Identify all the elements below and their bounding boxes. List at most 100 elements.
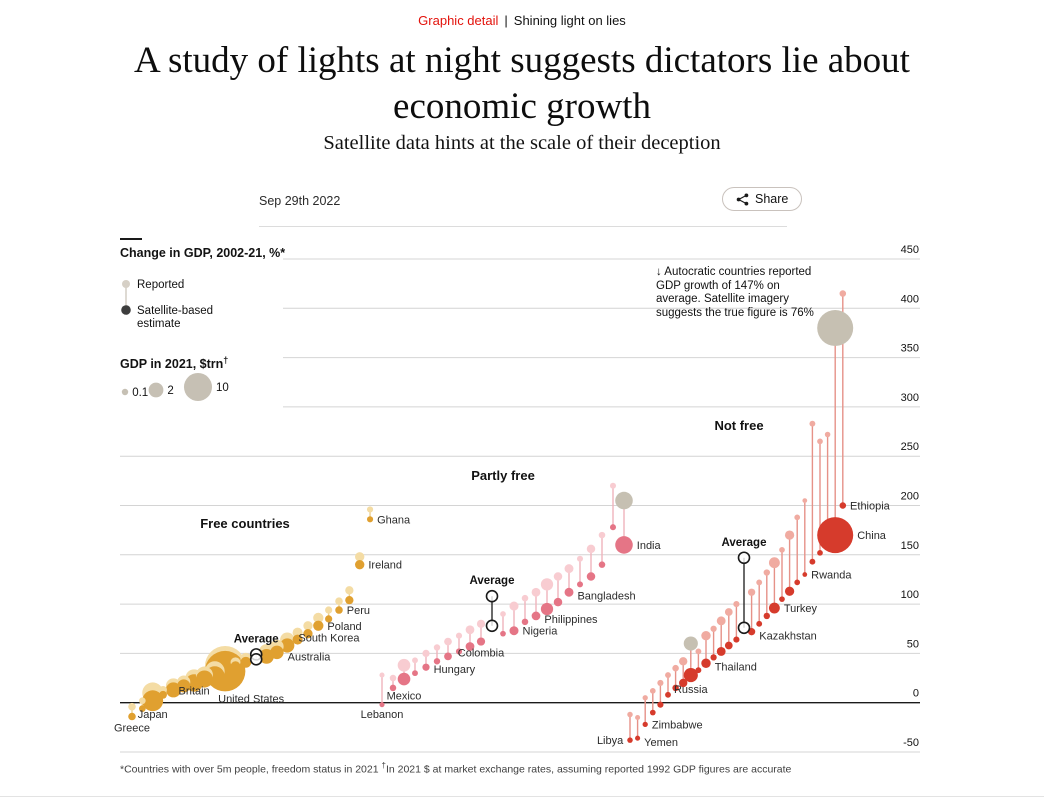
reported-dot	[763, 569, 771, 576]
satellite-dot	[325, 615, 333, 623]
satellite-dot	[553, 597, 563, 607]
reported-dot	[615, 491, 633, 510]
satellite-dot	[240, 656, 252, 668]
satellite-dot	[521, 618, 529, 626]
y-tick-label: 100	[901, 589, 919, 601]
legend-satellite-label: Satellite-based	[137, 305, 213, 317]
satellite-dot	[672, 684, 679, 692]
satellite-dot	[379, 702, 385, 708]
satellite-dot	[683, 668, 698, 683]
country-label: Hungary	[434, 664, 476, 676]
legend-satellite-label2: estimate	[137, 318, 180, 330]
satellite-dot	[609, 524, 617, 531]
satellite-dot	[500, 630, 506, 637]
satellite-dot	[455, 648, 463, 655]
size-legend-value: 10	[216, 382, 229, 394]
reported-dot	[433, 644, 441, 651]
satellite-dot	[817, 517, 854, 554]
legend-reported-dot	[122, 280, 130, 288]
reported-dot	[710, 625, 717, 632]
country-label: Peru	[347, 605, 370, 617]
country-label: Kazakhstan	[759, 631, 816, 643]
satellite-dot	[839, 502, 847, 509]
satellite-dot	[824, 542, 831, 548]
reported-dot	[701, 630, 711, 641]
satellite-dot	[159, 690, 167, 699]
country-label: Mexico	[387, 690, 422, 702]
kicker-topic: Shining light on lies	[513, 13, 626, 28]
reported-dot	[397, 658, 411, 672]
country-label: Yemen	[644, 737, 678, 749]
reported-dot	[839, 290, 847, 297]
satellite-dot	[389, 684, 397, 692]
reported-dot	[642, 695, 648, 701]
bottom-rule	[0, 796, 1044, 797]
avg-label: Average	[470, 575, 515, 587]
satellite-dot	[809, 558, 816, 565]
legend-reported-label: Reported	[137, 279, 184, 291]
reported-dot	[695, 648, 702, 655]
footnote: *Countries with over 5m people, freedom …	[120, 761, 1020, 776]
y-tick-label: -50	[903, 737, 919, 749]
reported-dot	[531, 587, 541, 597]
reported-dot	[679, 657, 688, 666]
country-label: Australia	[288, 651, 332, 663]
country-label: Philippines	[544, 614, 598, 626]
page-title: A study of lights at night suggests dict…	[134, 40, 910, 127]
satellite-dot	[665, 691, 671, 698]
satellite-dot	[716, 646, 726, 656]
satellite-dot	[733, 636, 740, 643]
reported-dot	[500, 611, 506, 617]
country-label: Greece	[114, 722, 150, 734]
satellite-dot	[465, 642, 475, 651]
reported-dot	[635, 714, 641, 721]
satellite-dot	[397, 672, 411, 686]
reported-dot	[422, 649, 430, 658]
satellite-dot	[756, 620, 763, 627]
reported-dot	[716, 616, 726, 626]
country-label: China	[857, 530, 887, 542]
satellite-dot	[784, 586, 795, 596]
size-legend-circle	[121, 388, 129, 396]
reported-dot	[657, 679, 664, 687]
reported-dot	[683, 636, 698, 651]
satellite-dot	[635, 735, 641, 741]
country-label: South Korea	[298, 633, 360, 645]
y-tick-label: 450	[901, 244, 919, 256]
kicker-separator: |	[504, 13, 508, 28]
satellite-dot	[128, 712, 136, 721]
reported-dot	[768, 557, 780, 569]
y-tick-label: 200	[901, 491, 919, 503]
satellite-dot	[366, 516, 374, 523]
country-label: Lebanon	[361, 709, 404, 721]
chart-title: Change in GDP, 2002-21, %*	[120, 246, 286, 260]
satellite-dot	[303, 629, 313, 639]
satellite-dot	[802, 572, 808, 577]
kicker-section-link[interactable]: Graphic detail	[418, 13, 499, 28]
satellite-dot	[165, 682, 181, 698]
reported-dot	[586, 544, 596, 554]
satellite-dot	[724, 641, 733, 650]
reported-dot	[465, 625, 475, 635]
reported-dot	[794, 514, 801, 521]
publish-date: Sep 29th 2022	[259, 194, 341, 208]
satellite-dot	[230, 661, 241, 672]
y-tick-label: 400	[901, 293, 919, 305]
reported-dot	[366, 506, 374, 513]
satellite-dot	[422, 663, 430, 671]
reported-dot	[756, 579, 763, 586]
satellite-dot	[270, 645, 284, 660]
share-button[interactable]: Share	[722, 187, 803, 211]
reported-dot	[672, 664, 679, 672]
reported-dot	[598, 531, 606, 539]
page-subtitle: Satellite data hints at the scale of the…	[323, 132, 721, 154]
satellite-dot	[280, 638, 295, 653]
reported-dot	[809, 420, 816, 427]
average-reported-dot	[485, 589, 499, 603]
chart-annotation: ↓ Autocratic countries reported GDP grow…	[656, 266, 814, 319]
reported-dot	[355, 552, 365, 562]
avg-label: Average	[722, 537, 767, 549]
size-legend-title-text: GDP in 2021, $trn	[120, 357, 224, 372]
reported-dot	[649, 688, 656, 694]
